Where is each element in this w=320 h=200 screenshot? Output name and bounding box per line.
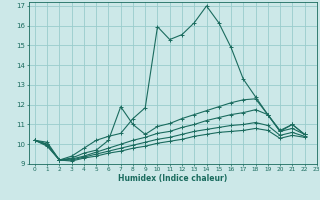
X-axis label: Humidex (Indice chaleur): Humidex (Indice chaleur) (118, 174, 228, 183)
